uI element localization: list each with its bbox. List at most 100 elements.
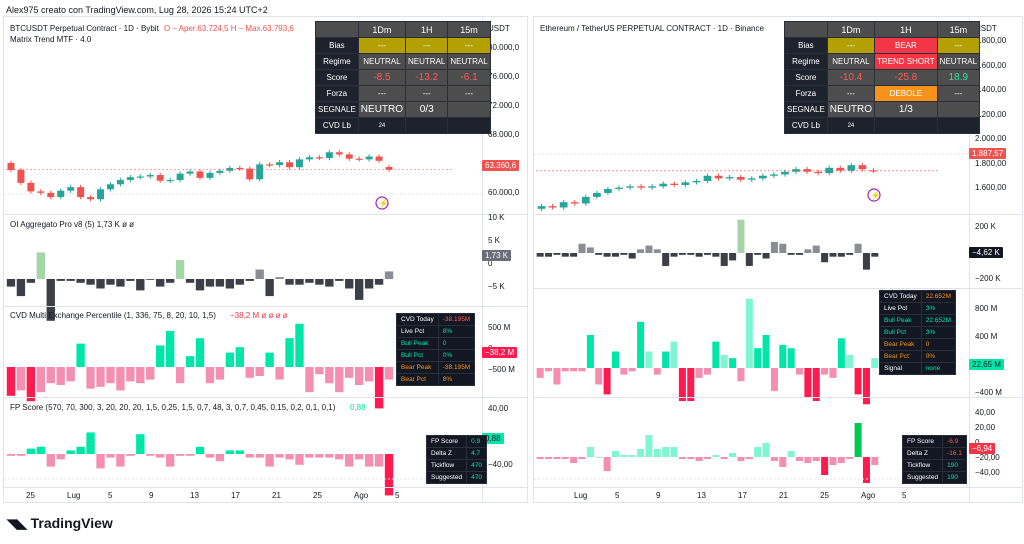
price-scale-divider bbox=[969, 17, 970, 502]
pane-divider[interactable] bbox=[4, 306, 527, 307]
cvd-last-tag: −38,2 M bbox=[482, 347, 518, 358]
oi-bar bbox=[26, 279, 36, 283]
oi-bar bbox=[595, 253, 603, 255]
candle-body bbox=[681, 182, 690, 185]
oi-bar bbox=[36, 252, 45, 279]
cvd-bar bbox=[364, 367, 374, 382]
matrix-header: 15m bbox=[447, 21, 491, 38]
matrix-cell: -10.4 bbox=[826, 69, 876, 86]
stat-value: 0 bbox=[920, 338, 957, 351]
stat-label: Signal bbox=[879, 362, 922, 375]
matrix-header bbox=[315, 21, 359, 38]
oi-bar bbox=[56, 279, 65, 281]
candle-body bbox=[256, 164, 264, 180]
cvd-bar bbox=[335, 367, 344, 393]
candle-body bbox=[365, 156, 373, 160]
oi-bar bbox=[670, 253, 678, 257]
cvd-bar bbox=[46, 367, 55, 384]
eth-chart-canvas[interactable]: ⚡ bbox=[534, 17, 1022, 502]
fp-indicator-value: 0,88 bbox=[350, 403, 366, 412]
oi-bar bbox=[846, 253, 854, 255]
matrix-cell: --- bbox=[826, 85, 876, 102]
pane-divider[interactable] bbox=[534, 214, 1022, 215]
matrix-cell bbox=[447, 117, 491, 134]
stat-value: -6.9 bbox=[942, 435, 967, 448]
axis-tick-label: 1.800,00 bbox=[975, 158, 1007, 168]
fp-indicator-label[interactable]: FP Score (570, 70, 300, 3, 20, 20, 20, 1… bbox=[10, 403, 336, 412]
fp-stats-table: FP Score -6.9 Delta Z -16.1 Tickflow 190 Sugge… bbox=[901, 435, 967, 484]
fp-bar bbox=[355, 454, 364, 460]
pane-divider[interactable] bbox=[534, 288, 1022, 289]
cvd-bar bbox=[315, 367, 324, 375]
oi-bar bbox=[235, 279, 244, 285]
axis-tick-label: 80.000,0 bbox=[488, 43, 520, 52]
cvd-bar bbox=[578, 368, 586, 372]
stat-label: Tickflow bbox=[425, 459, 468, 472]
oi-bar bbox=[754, 253, 762, 255]
oi-bar bbox=[315, 279, 324, 285]
cvd-bar bbox=[235, 347, 244, 367]
time-tick-label: Ago bbox=[861, 491, 876, 500]
cvd-bar bbox=[796, 368, 804, 375]
fp-bar bbox=[106, 454, 115, 458]
pane-divider[interactable] bbox=[4, 214, 527, 215]
cvd-bar bbox=[846, 354, 854, 368]
eth-chart-panel[interactable]: ⚡ Ethereum / TetherUS PERPETUAL CONTRACT… bbox=[533, 16, 1023, 503]
matrix-row-label: SEGNALE bbox=[315, 101, 359, 118]
candle-body bbox=[604, 188, 612, 193]
time-tick-label: 9 bbox=[656, 491, 661, 500]
pane-divider[interactable] bbox=[534, 397, 1022, 398]
matrix-cell: -25.8 bbox=[874, 69, 938, 86]
oi-bar bbox=[678, 253, 686, 255]
btc-chart-canvas[interactable]: ⚡ bbox=[4, 17, 527, 502]
cvd-indicator-label[interactable]: CVD Multi Exchange Percentile (1, 336, 7… bbox=[10, 311, 216, 320]
oi-bar bbox=[620, 253, 628, 255]
matrix-trend-table: 1Dm 1H 15m Bias --- --- --- Regime NEUTRAL NEUTRA… bbox=[315, 21, 491, 134]
matrix-cell: NEUTRAL bbox=[826, 53, 876, 70]
indicator-matrix-label[interactable]: Matrix Trend MTF · 4.0 bbox=[10, 35, 92, 44]
cvd-bar bbox=[628, 368, 636, 372]
btc-chart-panel[interactable]: ⚡ BTCUSDT Perpetual Contract · 1D · Bybi… bbox=[3, 16, 528, 503]
matrix-row-label: CVD Lb bbox=[784, 117, 828, 134]
cvd-bar bbox=[195, 338, 205, 367]
candle-body bbox=[615, 187, 623, 189]
fp-bar bbox=[770, 457, 778, 461]
fp-bar bbox=[762, 443, 770, 457]
symbol-title[interactable]: BTCUSDT Perpetual Contract · 1D · Bybit bbox=[10, 24, 159, 33]
oi-bar bbox=[364, 279, 374, 289]
fp-bar bbox=[754, 447, 762, 457]
fp-bar bbox=[195, 446, 205, 454]
cvd-bar bbox=[26, 367, 36, 402]
fp-bar bbox=[225, 450, 235, 454]
axis-tick-label: 400 M bbox=[975, 332, 998, 341]
stat-label: Bull Peak bbox=[879, 314, 922, 327]
candle-body bbox=[27, 182, 35, 192]
time-axis-divider bbox=[534, 487, 1022, 488]
fp-bar bbox=[335, 454, 344, 460]
tradingview-logo-text: TradingView bbox=[30, 515, 113, 531]
stat-value: 0% bbox=[920, 350, 957, 363]
candle-body bbox=[196, 171, 204, 178]
axis-tick-label: 2.400,00 bbox=[975, 85, 1007, 94]
cvd-bar bbox=[345, 367, 354, 378]
candle-body bbox=[136, 176, 144, 178]
oi-bar bbox=[76, 279, 85, 283]
oi-indicator-label[interactable]: OI Aggregato Pro v8 (5) 1,73 K ø ø bbox=[10, 220, 135, 229]
pane-divider[interactable] bbox=[4, 397, 527, 398]
cvd-bar bbox=[255, 367, 264, 376]
symbol-title[interactable]: Ethereum / TetherUS PERPETUAL CONTRACT ·… bbox=[540, 24, 764, 33]
time-tick-label: 17 bbox=[738, 491, 747, 500]
candle-body bbox=[17, 170, 25, 183]
axis-tick-label: 40,00 bbox=[975, 408, 996, 417]
matrix-cell: NEUTRAL bbox=[405, 53, 449, 70]
fp-bar bbox=[812, 457, 820, 461]
matrix-cell: 24 bbox=[357, 117, 407, 134]
stat-label: Suggested bbox=[901, 471, 944, 484]
oi-bar bbox=[136, 279, 145, 291]
fp-bar bbox=[36, 446, 45, 454]
time-tick-label: 25 bbox=[313, 491, 322, 500]
candle-body bbox=[825, 167, 834, 174]
last-price-tag: 1.887,57 bbox=[969, 148, 1007, 159]
cvd-bar bbox=[561, 368, 569, 372]
candle-body bbox=[648, 186, 657, 188]
